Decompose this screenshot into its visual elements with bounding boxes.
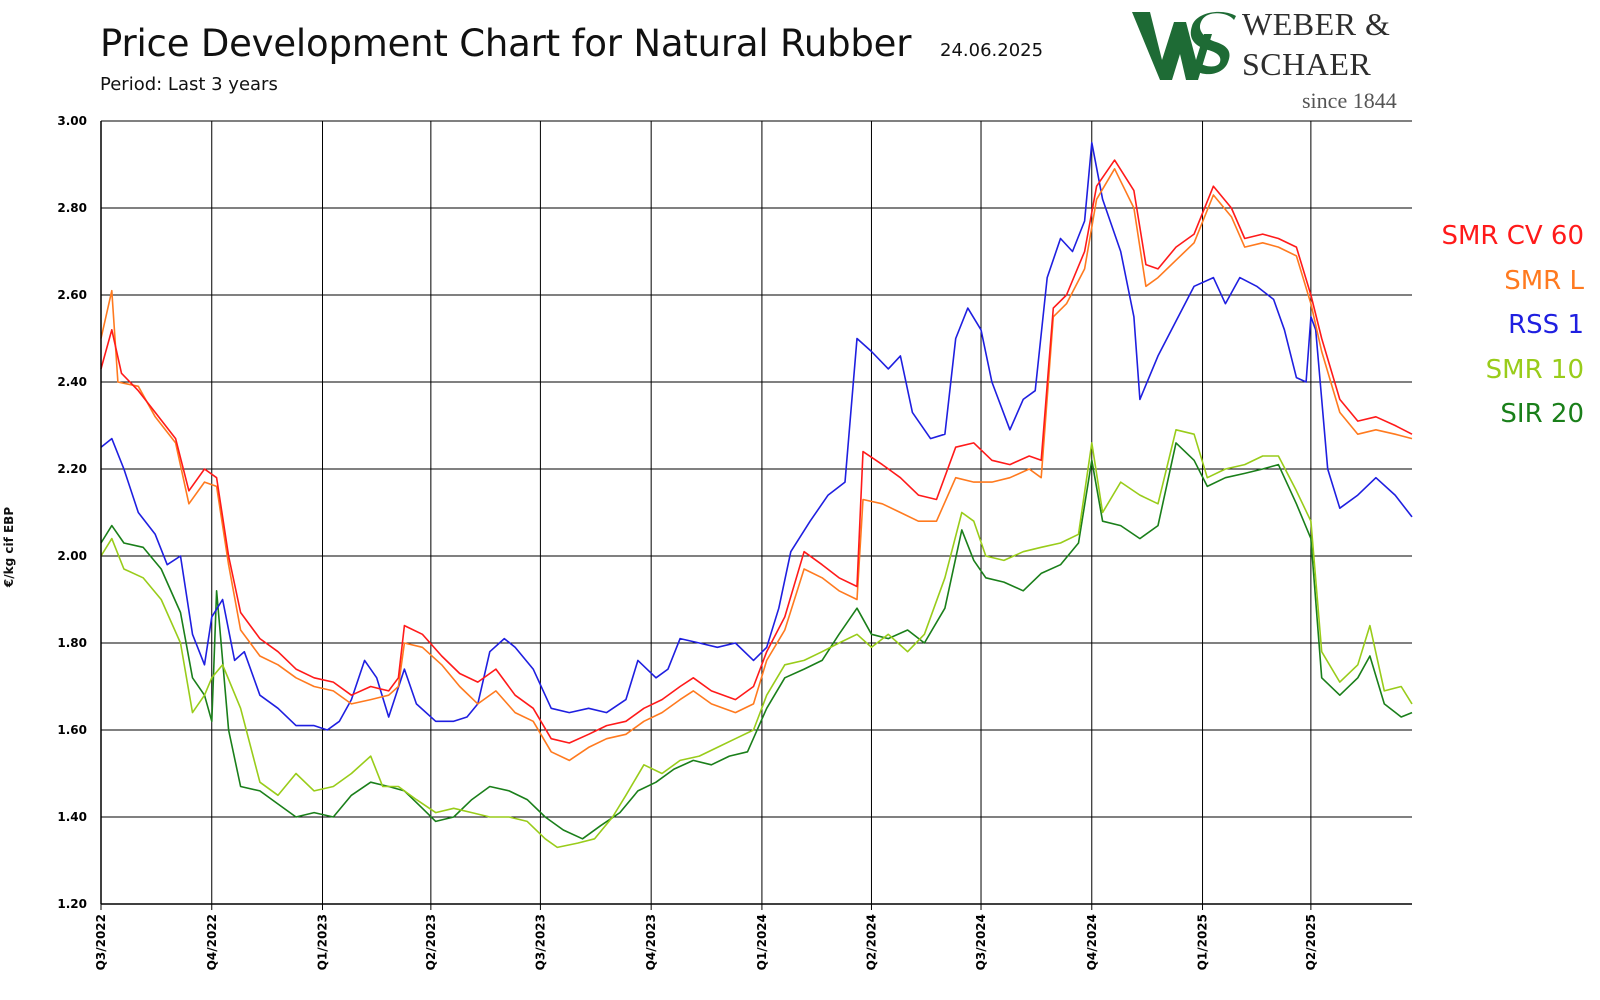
weber-schaer-logo: WEBER & SCHAER since 1844 [1130,2,1410,114]
x-tick-label: Q3/2023 [533,914,547,970]
series-line-smr-cv-60 [100,159,1413,744]
series-line-smr-l [100,168,1413,762]
x-tick-label: Q1/2024 [755,914,769,970]
x-tick-label: Q2/2023 [424,914,438,970]
x-tick-label: Q4/2024 [1085,914,1099,970]
y-tick-label: 1.60 [57,723,87,737]
x-tick-label: Q3/2022 [94,914,108,970]
y-tick-label: 1.40 [57,810,87,824]
series-line-rss-1 [100,141,1413,731]
y-tick-label: 2.80 [57,201,87,215]
x-tick-label: Q1/2025 [1196,914,1210,970]
legend-item-smr-10: SMR 10 [1485,354,1584,385]
ws-monogram-icon [1132,11,1236,80]
series-line-sir-20 [100,442,1413,840]
x-tick-label: Q4/2022 [205,914,219,970]
x-tick-label: Q4/2023 [644,914,658,970]
y-tick-label: 2.60 [57,288,87,302]
legend: SMR CV 60 SMR L RSS 1 SMR 10 SIR 20 [1441,214,1584,437]
y-tick-label: 2.20 [57,462,87,476]
logo-line-3: since 1844 [1302,88,1397,113]
x-tick-label: Q2/2024 [864,914,878,970]
x-tick-label: Q2/2025 [1304,914,1318,970]
y-tick-label: 1.80 [57,636,87,650]
legend-item-smr-l: SMR L [1504,265,1584,296]
logo-line-2: SCHAER [1242,46,1372,82]
legend-item-sir-20: SIR 20 [1500,399,1584,429]
logo-line-1: WEBER & [1242,6,1391,42]
series-line-smr-10 [100,429,1413,849]
chart-date: 24.06.2025 [940,40,1044,61]
chart-title: Price Development Chart for Natural Rubb… [100,22,912,65]
y-tick-label: 2.00 [57,549,87,563]
x-tick-label: Q1/2023 [316,914,330,970]
y-tick-label: 2.40 [57,375,87,389]
y-tick-label: 3.00 [57,114,87,128]
legend-item-smr-cv-60: SMR CV 60 [1441,221,1584,251]
y-tick-label: 1.20 [57,897,87,911]
x-tick-label: Q3/2024 [974,914,988,970]
legend-item-rss-1: RSS 1 [1508,310,1584,340]
chart-period: Period: Last 3 years [100,74,278,95]
